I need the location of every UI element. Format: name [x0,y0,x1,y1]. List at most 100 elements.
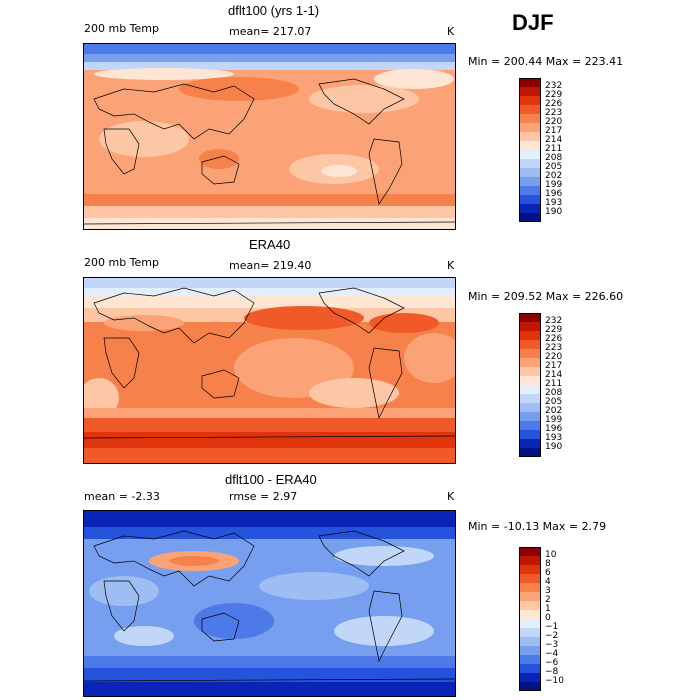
colorbar-swatch [519,619,541,629]
colorbar-swatch [519,610,541,620]
panel-1-colorbar-swatches [519,78,541,223]
colorbar-tick-label: 211 [545,379,563,389]
colorbar-swatch [519,340,541,350]
colorbar-tick-label: 220 [545,117,563,127]
panel-3-mean-label: mean = -2.33 [84,490,160,503]
panel-1-colorbar [519,78,541,226]
colorbar-tick-label: 202 [545,171,563,181]
colorbar-tick-label: 202 [545,406,563,416]
panel-3-colorbar [519,547,541,695]
colorbar-swatch [519,376,541,386]
colorbar-swatch [519,421,541,431]
panel-3-title: dflt100 - ERA40 [225,472,317,487]
colorbar-tick-label: −10 [545,676,564,686]
panel-2-units-label: K [447,259,455,272]
colorbar-tick-label: 10 [545,550,557,560]
colorbar-tick-label: 217 [545,361,563,371]
colorbar-tick-label: 205 [545,397,563,407]
colorbar-swatch [519,141,541,151]
panel-1-mean-label: mean= 217.07 [229,25,312,38]
colorbar-tick-label: 223 [545,343,563,353]
colorbar-swatch [519,331,541,341]
colorbar-swatch [519,105,541,115]
colorbar-swatch [519,313,541,323]
panel-3-units-label: K [447,490,455,503]
panel-2-title: ERA40 [249,237,291,252]
colorbar-tick-label: 229 [545,325,563,335]
panel-1-variable-label: 200 mb Temp [84,22,160,35]
panel-1-units-label: K [447,25,455,38]
colorbar-swatch [519,637,541,647]
colorbar-swatch [519,358,541,368]
colorbar-swatch [519,159,541,169]
colorbar-swatch [519,96,541,106]
colorbar-tick-label: −3 [545,640,559,650]
panel-1-map [83,43,456,230]
panel-2-colorbar [519,313,541,461]
colorbar-swatch [519,367,541,377]
colorbar-tick-label: 214 [545,135,563,145]
colorbar-swatch [519,123,541,133]
colorbar-frame [519,547,541,691]
colorbar-tick-label: 4 [545,577,551,587]
colorbar-swatch [519,114,541,124]
panel-1-minmax: Min = 200.44 Max = 223.41 [468,55,624,68]
colorbar-tick-label: 190 [545,442,563,452]
colorbar-swatch [519,87,541,97]
colorbar-tick-label: 232 [545,316,563,326]
panel-2-colorbar-swatches [519,313,541,458]
panel-3-rmse-label: rmse = 2.97 [229,490,298,503]
colorbar-tick-label: 1 [545,604,551,614]
colorbar-tick-label: 199 [545,415,563,425]
colorbar-tick-label: 220 [545,352,563,362]
colorbar-swatch [519,430,541,440]
colorbar-swatch [519,547,541,557]
colorbar-swatch [519,448,541,458]
colorbar-tick-label: 232 [545,81,563,91]
colorbar-tick-label: 0 [545,613,551,623]
colorbar-tick-label: 214 [545,370,563,380]
panel-2-map [83,277,456,464]
colorbar-swatch [519,565,541,575]
colorbar-swatch [519,204,541,214]
colorbar-tick-label: 205 [545,162,563,172]
colorbar-swatch [519,213,541,223]
colorbar-tick-label: 6 [545,568,551,578]
panel-2-mean-label: mean= 219.40 [229,259,312,272]
colorbar-swatch [519,177,541,187]
colorbar-tick-label: 190 [545,207,563,217]
colorbar-tick-label: 8 [545,559,551,569]
panel-3-minmax: Min = -10.13 Max = 2.79 [468,520,607,533]
colorbar-tick-label: −1 [545,622,559,632]
panel-3-colorbar-swatches [519,547,541,692]
colorbar-tick-label: 196 [545,189,563,199]
colorbar-swatch [519,150,541,160]
panel-2-variable-label: 200 mb Temp [84,256,160,269]
colorbar-swatch [519,628,541,638]
colorbar-tick-label: 193 [545,433,563,443]
colorbar-swatch [519,574,541,584]
colorbar-tick-label: 211 [545,144,563,154]
colorbar-swatch [519,385,541,395]
colorbar-swatch [519,132,541,142]
colorbar-tick-label: −2 [545,631,559,641]
colorbar-tick-label: 208 [545,153,563,163]
colorbar-tick-label: 229 [545,90,563,100]
colorbar-swatch [519,394,541,404]
colorbar-swatch [519,168,541,178]
colorbar-swatch [519,583,541,593]
colorbar-tick-label: 217 [545,126,563,136]
colorbar-tick-label: −8 [545,667,559,677]
colorbar-tick-label: 226 [545,99,563,109]
panel-2-minmax: Min = 209.52 Max = 226.60 [468,290,624,303]
colorbar-tick-label: 223 [545,108,563,118]
colorbar-tick-label: 193 [545,198,563,208]
colorbar-swatch [519,673,541,683]
colorbar-swatch [519,655,541,665]
panel-1-title: dflt100 (yrs 1-1) [228,3,320,18]
colorbar-tick-label: 199 [545,180,563,190]
colorbar-swatch [519,78,541,88]
colorbar-tick-label: −4 [545,649,559,659]
colorbar-swatch [519,186,541,196]
colorbar-swatch [519,412,541,422]
